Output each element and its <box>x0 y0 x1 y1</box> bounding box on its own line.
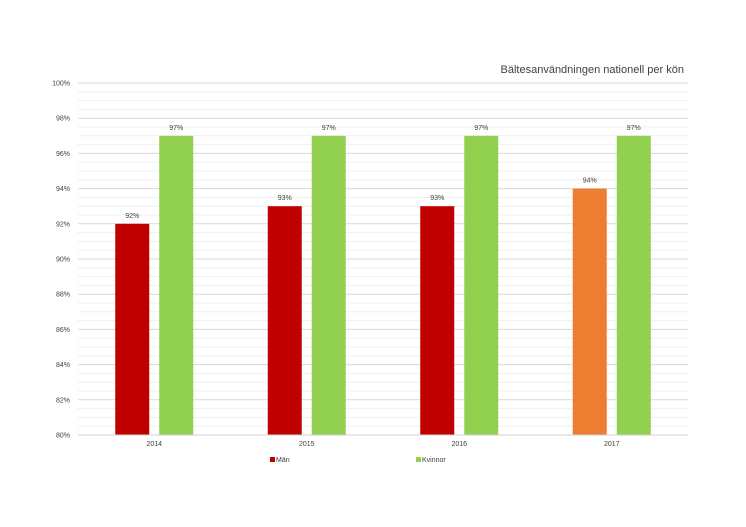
y-tick-label: 92% <box>56 221 70 228</box>
data-labels: 92% 97% 93% 97% 93% 97% 94% 97% <box>125 125 641 220</box>
legend-label: Män <box>276 457 290 464</box>
data-label: 97% <box>474 125 488 132</box>
data-label: 97% <box>169 125 183 132</box>
y-tick-label: 82% <box>56 397 70 404</box>
y-tick-label: 100% <box>52 81 70 88</box>
x-axis-tick-labels: 2014 2015 2016 2017 <box>146 441 619 448</box>
legend: Män Kvinnor <box>270 457 446 464</box>
y-tick-label: 84% <box>56 362 70 369</box>
chart-title: Bältesanvändningen nationell per kön <box>501 64 684 76</box>
bar-män-2016 <box>420 206 455 435</box>
x-tick-label: 2017 <box>604 441 620 448</box>
legend-swatch-män <box>270 457 275 462</box>
x-tick-label: 2015 <box>299 441 315 448</box>
y-tick-label: 86% <box>56 327 70 334</box>
y-tick-label: 90% <box>56 257 70 264</box>
data-label: 94% <box>583 178 597 185</box>
data-label: 93% <box>278 195 292 202</box>
data-label: 97% <box>627 125 641 132</box>
legend-label: Kvinnor <box>422 457 446 464</box>
bar-kvinnor-2014 <box>159 135 194 436</box>
bars <box>115 135 651 436</box>
bar-kvinnor-2016 <box>464 135 499 436</box>
data-label: 97% <box>322 125 336 132</box>
bar-män-2017 <box>572 188 607 435</box>
bar-män-2014 <box>115 223 150 435</box>
y-tick-label: 94% <box>56 186 70 193</box>
y-axis-tick-labels: 80% 82% 84% 86% 88% 90% 92% 94% 96% 98% 100% <box>52 81 70 440</box>
data-label: 92% <box>125 213 139 220</box>
x-tick-label: 2016 <box>451 441 467 448</box>
data-label: 93% <box>430 195 444 202</box>
bar-män-2015 <box>267 206 302 435</box>
y-tick-label: 96% <box>56 151 70 158</box>
bar-kvinnor-2015 <box>311 135 346 436</box>
y-tick-label: 98% <box>56 116 70 123</box>
legend-swatch-kvinnor <box>416 457 421 462</box>
y-tick-label: 80% <box>56 433 70 440</box>
bar-kvinnor-2017 <box>616 135 651 436</box>
y-tick-label: 88% <box>56 292 70 299</box>
x-tick-label: 2014 <box>146 441 162 448</box>
